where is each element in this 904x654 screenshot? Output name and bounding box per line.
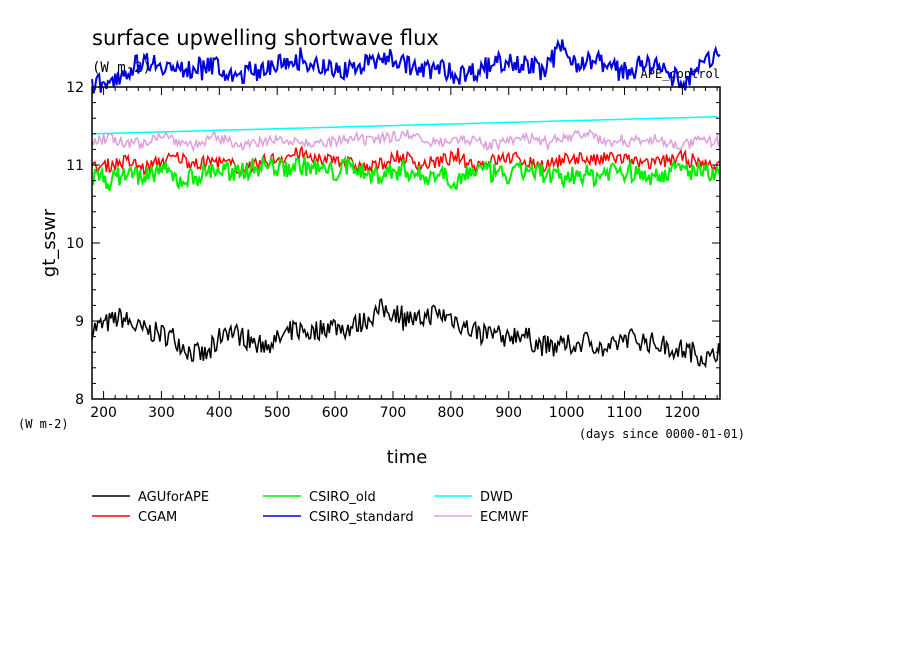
x-tick-label: 800	[437, 405, 464, 421]
y-tick-label: 9	[75, 314, 84, 330]
title-units: (W m-2)	[92, 60, 151, 76]
x-tick-label: 400	[206, 405, 233, 421]
y-tick-label: 12	[66, 80, 84, 96]
x-tick-label: 1100	[607, 405, 643, 421]
y-tick-label: 8	[75, 392, 84, 408]
x-tick-label: 300	[148, 405, 175, 421]
series-line-dwd	[91, 115, 718, 135]
x-tick-label: 1200	[665, 405, 701, 421]
x-tick-label: 700	[380, 405, 407, 421]
x-axis-label: time	[387, 447, 428, 468]
legend-label: DWD	[480, 490, 513, 505]
y-units: (W m-2)	[18, 417, 69, 431]
x-tick-label: 600	[322, 405, 349, 421]
x-tick-label: 200	[90, 405, 117, 421]
legend-label: CSIRO_standard	[309, 510, 414, 525]
legend: AGUforAPE CGAM CSIRO_old CSIRO_standard DWD E…	[92, 490, 529, 525]
x-axis: 200 300 400 500 600 700 800 900 1000 1100 1200	[90, 87, 718, 421]
y-tick-label: 10	[66, 236, 84, 252]
series-line-cgam	[91, 144, 721, 177]
series-line-aguforape	[91, 297, 721, 369]
legend-label: CSIRO_old	[309, 490, 376, 505]
x-units: (days since 0000-01-01)	[579, 427, 745, 441]
y-axis-label: gt_sswr	[39, 208, 60, 277]
x-tick-label: 900	[495, 405, 522, 421]
legend-label: AGUforAPE	[138, 490, 209, 505]
series-line-csiro-old	[91, 154, 721, 191]
y-tick-label: 11	[66, 158, 84, 174]
x-tick-label: 500	[264, 405, 291, 421]
legend-label: ECMWF	[480, 510, 529, 525]
x-tick-label: 1000	[549, 405, 585, 421]
series-line-csiro-standard	[91, 38, 721, 94]
series-layer	[91, 38, 721, 369]
legend-label: CGAM	[138, 510, 177, 525]
series-line-ecmwf	[91, 128, 721, 153]
chart-title: surface upwelling shortwave flux	[92, 26, 439, 50]
y-axis: 8 9 10 11 12	[66, 80, 720, 408]
